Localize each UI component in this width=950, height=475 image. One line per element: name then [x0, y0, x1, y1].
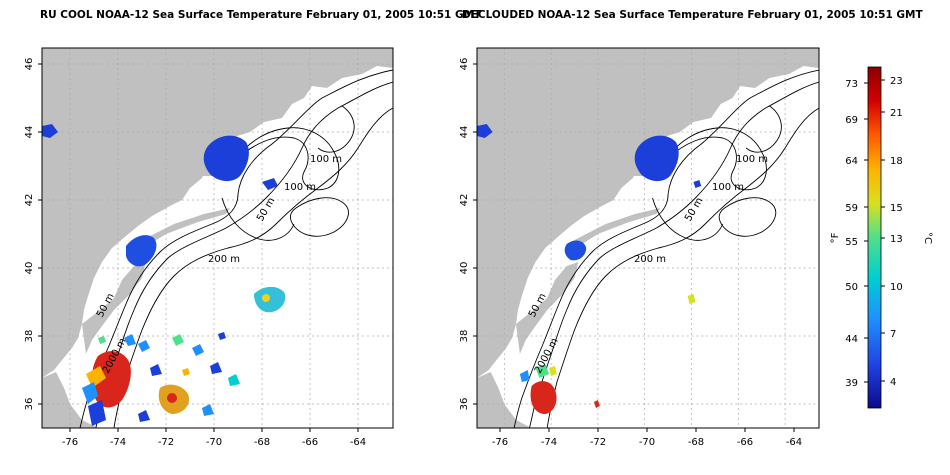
- left-x-axis: [69, 428, 359, 432]
- left-y-tick: 42: [24, 194, 35, 207]
- left-y-tick: 38: [24, 330, 35, 343]
- right-y-tick: 36: [459, 398, 470, 411]
- colorbar-celsius-label: °C: [922, 232, 933, 244]
- right-x-tick: -74: [541, 437, 557, 448]
- left-x-tick: -76: [62, 437, 78, 448]
- left-x-tick: -74: [110, 437, 126, 448]
- left-x-tick: -64: [350, 437, 366, 448]
- right-x-tick: -72: [590, 437, 606, 448]
- right-map-panel: 100 m 100 m 50 m 200 m 50 m 2000 m -76 -…: [459, 47, 820, 448]
- right-y-tick: 46: [459, 58, 470, 71]
- left-y-tick: 36: [24, 398, 35, 411]
- right-x-axis: [499, 428, 795, 432]
- left-x-tick: -68: [254, 437, 270, 448]
- right-y-tick: 42: [459, 194, 470, 207]
- colorbar-f-tick: 59: [845, 203, 858, 214]
- colorbar-f-tick: 73: [845, 79, 858, 90]
- right-isobath-label: 200 m: [634, 254, 666, 265]
- right-x-tick: -70: [639, 437, 655, 448]
- left-y-tick: 40: [24, 262, 35, 275]
- left-isobath-label: 100 m: [310, 154, 342, 165]
- left-x-tick: -72: [158, 437, 174, 448]
- right-x-tick: -76: [492, 437, 508, 448]
- colorbar-c-tick: 15: [890, 203, 903, 214]
- right-isobath-label: 100 m: [736, 154, 768, 165]
- right-y-tick: 40: [459, 262, 470, 275]
- colorbar-c-tick: 18: [890, 156, 903, 167]
- temperature-colorbar: 73 69 64 59 55 50 44 39 23 21 18 15 13 1…: [830, 66, 933, 409]
- colorbar-f-tick: 44: [845, 334, 858, 345]
- colorbar-f-tick: 69: [845, 115, 858, 126]
- left-map-title: RU COOL NOAA-12 Sea Surface Temperature …: [40, 9, 482, 21]
- colorbar-f-tick: 39: [845, 378, 858, 389]
- right-y-tick: 38: [459, 330, 470, 343]
- right-y-tick: 44: [459, 126, 470, 139]
- colorbar-fahrenheit-label: °F: [830, 232, 841, 243]
- left-isobath-label: 100 m: [284, 182, 316, 193]
- colorbar-f-tick: 55: [845, 237, 858, 248]
- colorbar-c-tick: 7: [890, 329, 896, 340]
- left-y-tick: 44: [24, 126, 35, 139]
- colorbar-c-tick: 4: [890, 377, 896, 388]
- right-sst-patches: [477, 124, 702, 414]
- left-x-tick: -66: [302, 437, 318, 448]
- left-map-panel: 100 m 100 m 50 m 200 m 50 m 2000 m -76 -…: [24, 47, 394, 448]
- left-isobath-label: 200 m: [208, 254, 240, 265]
- colorbar-f-tick: 50: [845, 282, 858, 293]
- colorbar-c-tick: 10: [890, 282, 903, 293]
- right-x-tick: -68: [688, 437, 704, 448]
- colorbar-f-tick: 64: [845, 156, 858, 167]
- left-x-tick: -70: [206, 437, 222, 448]
- colorbar-c-tick: 21: [890, 108, 903, 119]
- colorbar-c-tick: 23: [890, 76, 903, 87]
- left-y-tick: 46: [24, 58, 35, 71]
- left-sst-patches: [42, 124, 286, 426]
- right-map-title: DECLOUDED NOAA-12 Sea Surface Temperatur…: [462, 9, 923, 21]
- right-x-tick: -64: [786, 437, 802, 448]
- left-y-axis: [38, 63, 42, 405]
- right-isobath-label: 100 m: [712, 182, 744, 193]
- colorbar-c-tick: 13: [890, 234, 903, 245]
- right-x-tick: -66: [737, 437, 753, 448]
- right-y-axis: [473, 63, 477, 405]
